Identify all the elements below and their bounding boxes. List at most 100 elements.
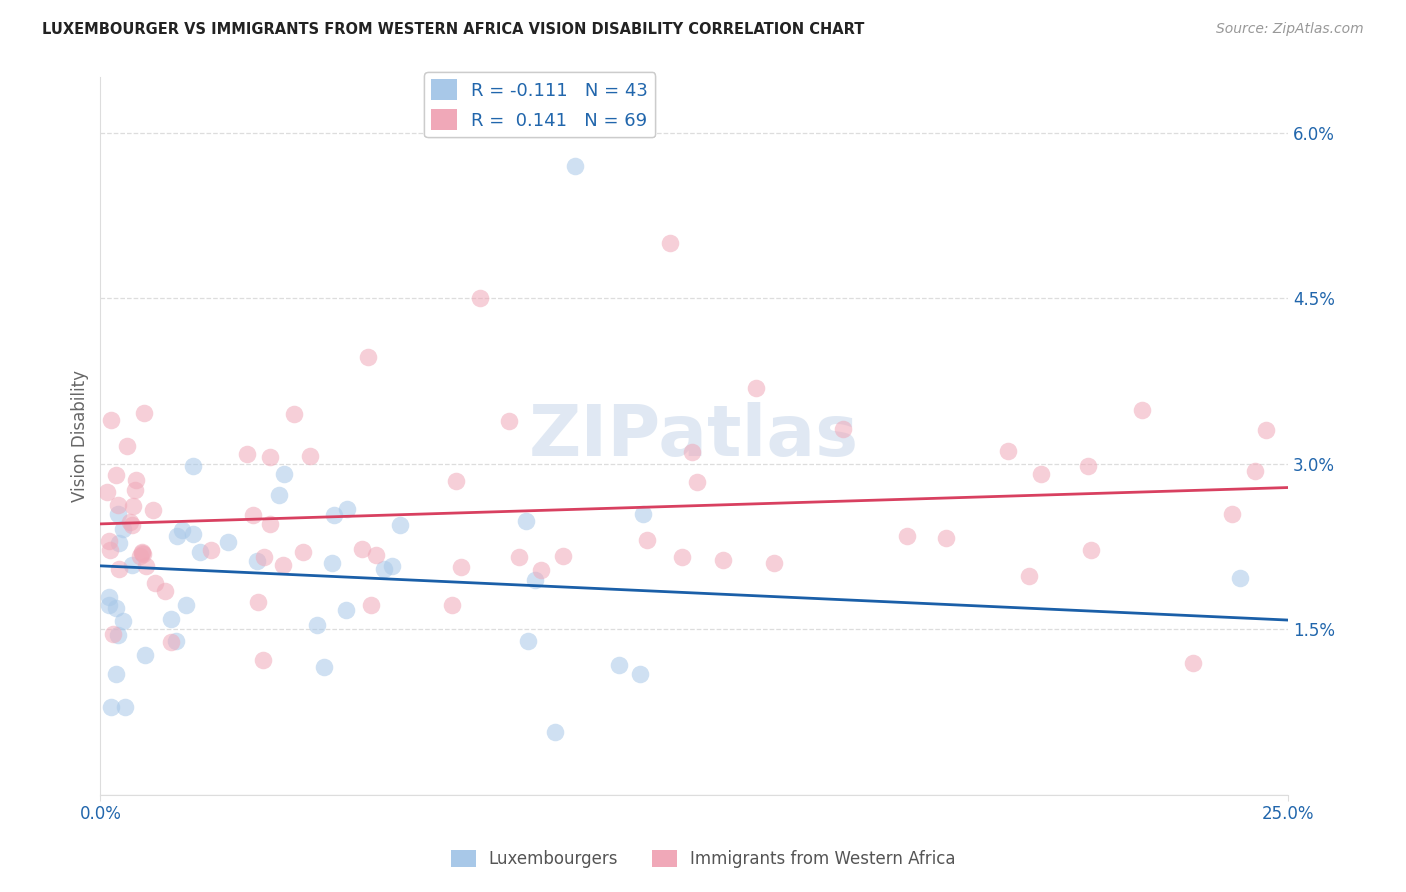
Point [135,558,157,573]
Point [659,235,682,250]
Y-axis label: Vision Disability: Vision Disability [72,370,89,502]
Point [470,291,492,305]
Point [630,666,652,681]
Point [160,611,183,625]
Point [1018,569,1040,583]
Point [259,450,281,464]
Point [711,553,734,567]
Text: ZIPatlas: ZIPatlas [529,401,859,471]
Point [312,660,335,674]
Point [166,529,188,543]
Point [247,595,270,609]
Point [381,558,404,573]
Point [636,533,658,547]
Point [544,725,567,739]
Point [607,657,630,672]
Point [551,549,574,563]
Point [121,518,143,533]
Point [160,634,183,648]
Legend: Luxembourgers, Immigrants from Western Africa: Luxembourgers, Immigrants from Western A… [444,843,962,875]
Point [935,531,957,545]
Point [115,439,138,453]
Point [124,483,146,498]
Point [131,546,153,560]
Point [200,543,222,558]
Point [671,550,693,565]
Point [142,502,165,516]
Point [190,544,212,558]
Point [321,557,343,571]
Point [129,549,152,564]
Point [336,501,359,516]
Point [1256,423,1278,437]
Point [631,508,654,522]
Point [181,459,204,474]
Point [364,548,387,562]
Point [1229,570,1251,584]
Point [357,350,380,364]
Point [246,554,269,568]
Point [118,515,141,529]
Point [832,422,855,436]
Point [252,653,274,667]
Point [121,558,143,572]
Point [143,576,166,591]
Point [283,407,305,421]
Point [170,523,193,537]
Point [273,467,295,481]
Point [114,700,136,714]
Point [134,648,156,662]
Point [681,445,703,459]
Point [96,484,118,499]
Point [271,558,294,572]
Point [104,666,127,681]
Point [253,549,276,564]
Point [181,526,204,541]
Point [267,488,290,502]
Point [515,514,537,528]
Point [1244,464,1267,478]
Point [100,700,122,714]
Point [124,474,146,488]
Point [389,518,412,533]
Point [105,600,128,615]
Point [291,545,314,559]
Point [530,563,553,577]
Point [121,499,143,513]
Point [165,634,187,648]
Point [441,598,464,612]
Point [360,599,382,613]
Point [174,598,197,612]
Point [335,602,357,616]
Point [107,499,129,513]
Text: LUXEMBOURGER VS IMMIGRANTS FROM WESTERN AFRICA VISION DISABILITY CORRELATION CHA: LUXEMBOURGER VS IMMIGRANTS FROM WESTERN … [42,22,865,37]
Point [111,615,134,629]
Point [97,591,120,605]
Point [350,542,373,557]
Text: Source: ZipAtlas.com: Source: ZipAtlas.com [1216,22,1364,37]
Point [97,533,120,548]
Point [235,446,257,460]
Point [217,534,239,549]
Point [131,545,153,559]
Point [686,475,709,490]
Point [153,583,176,598]
Point [132,547,155,561]
Point [98,543,121,558]
Point [98,598,121,612]
Point [516,634,538,648]
Point [1080,542,1102,557]
Point [373,562,395,576]
Point [745,381,768,395]
Point [103,626,125,640]
Point [1029,467,1052,482]
Point [564,159,586,173]
Point [100,413,122,427]
Point [450,560,472,574]
Point [444,475,467,489]
Point [997,443,1019,458]
Point [298,449,321,463]
Point [1077,458,1099,473]
Point [762,556,785,570]
Point [307,618,329,632]
